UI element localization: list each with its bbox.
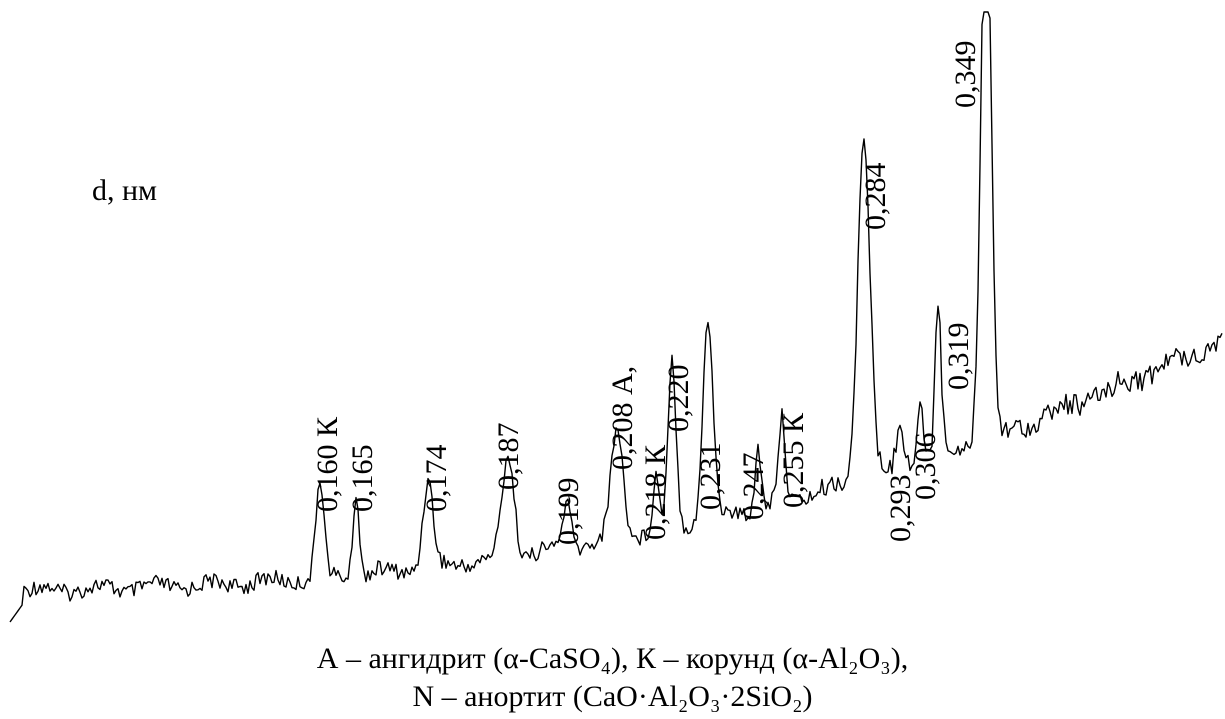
legend-line-2: N – анортит (CaO·Al₂O₃·2SiO₂) [412,680,813,713]
y-axis-label: d, нм [92,174,157,207]
peak-labels: 0,160 К 0,165 0,174 0,187 0,199 0,208 А,0,218… [311,41,982,546]
peak-label: 0,174 [420,445,453,513]
peak-label: 0,187 [492,423,525,491]
peak-label: 0,319 [942,323,975,391]
peak-label: 0,165 [346,445,379,513]
peak-label: 0,306 [909,433,942,501]
legend-line-1: А – ангидрит (α-CaSO₄), К – корунд (α-Al… [316,642,909,675]
peak-label: 0,231 [694,443,727,511]
peak-label: 0,208 А, [606,366,639,470]
peak-label: 0,199 [552,478,585,546]
diffraction-trace [9,11,1223,623]
peak-label: 0,220 [662,365,695,433]
peak-label: 0,160 К [311,416,344,512]
peak-label: 0,218 К [639,444,672,540]
peak-label: 0,349 [949,41,982,109]
peak-label: 0,284 [859,163,892,231]
peak-label: 0,255 К [777,412,810,508]
peak-label: 0,293 [884,475,917,543]
peak-label: 0,247 [737,453,770,521]
